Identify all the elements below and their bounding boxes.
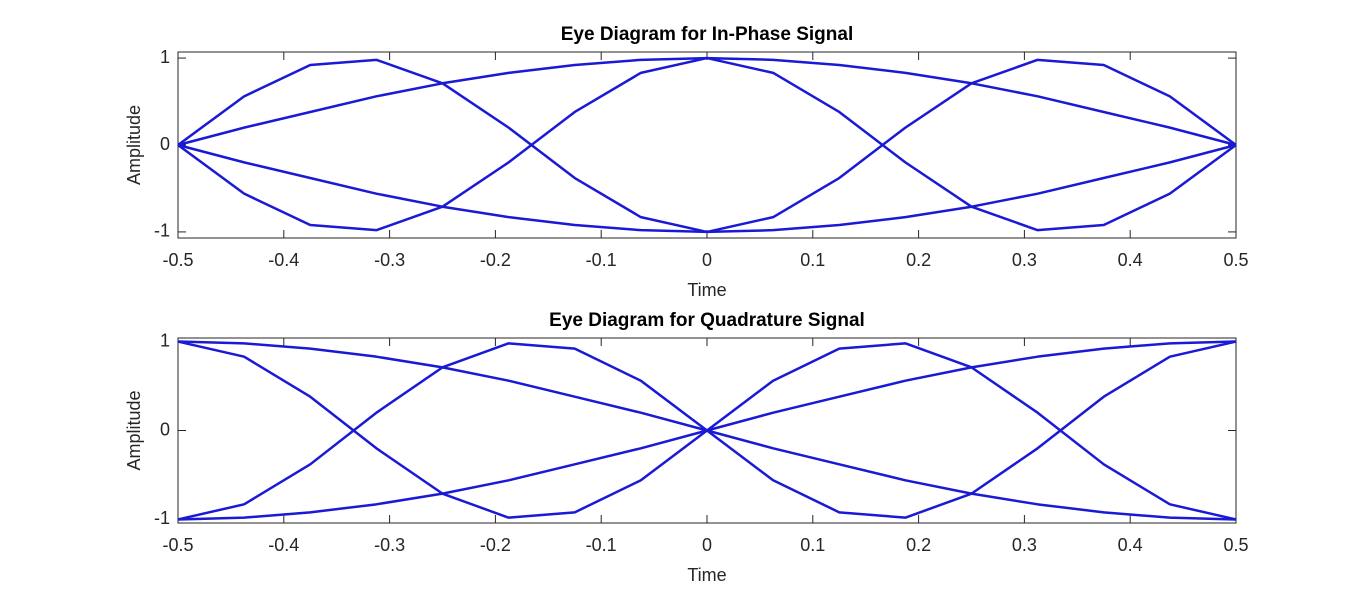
x-tick-label: 0 (702, 535, 712, 555)
y-tick-label: 1 (160, 330, 170, 350)
y-tick-label: -1 (154, 221, 170, 241)
x-tick-label: 0.5 (1223, 250, 1248, 270)
chart-title: Eye Diagram for In-Phase Signal (561, 24, 853, 45)
eye-trace (177, 143, 1237, 234)
x-tick-label: -0.4 (268, 250, 299, 270)
x-tick-label: -0.3 (374, 250, 405, 270)
y-tick-label: -1 (154, 508, 170, 528)
x-tick-label: -0.2 (480, 535, 511, 555)
subplot: Eye Diagram for In-Phase Signal Time Ampli… (124, 24, 1249, 300)
y-tick-label: 0 (160, 419, 170, 439)
y-tick-label: 0 (160, 134, 170, 154)
x-tick-label: -0.1 (586, 535, 617, 555)
x-tick-label: 0.5 (1223, 535, 1248, 555)
eye-trace (177, 56, 1237, 147)
x-axis-label: Time (687, 280, 726, 300)
x-tick-label: -0.3 (374, 535, 405, 555)
x-tick-label: -0.1 (586, 250, 617, 270)
x-tick-label: -0.5 (162, 250, 193, 270)
y-axis-label: Amplitude (124, 390, 144, 470)
y-tick-label: 1 (160, 47, 170, 67)
x-tick-label: 0.3 (1012, 250, 1037, 270)
x-tick-label: 0.4 (1118, 250, 1143, 270)
axes-box (177, 51, 1237, 239)
subplot: Eye Diagram for Quadrature Signal Time Amp… (124, 310, 1249, 585)
x-tick-label: 0.1 (800, 535, 825, 555)
x-tick-label: -0.4 (268, 535, 299, 555)
x-tick-label: 0.3 (1012, 535, 1037, 555)
x-tick-label: -0.5 (162, 535, 193, 555)
x-tick-label: -0.2 (480, 250, 511, 270)
x-tick-label: 0.2 (906, 250, 931, 270)
x-tick-label: 0.1 (800, 250, 825, 270)
y-axis-label: Amplitude (124, 105, 144, 185)
chart-title: Eye Diagram for Quadrature Signal (549, 310, 865, 331)
x-tick-label: 0 (702, 250, 712, 270)
x-axis-label: Time (687, 565, 726, 585)
eye-trace (177, 340, 1237, 521)
x-tick-label: 0.4 (1118, 535, 1143, 555)
x-tick-label: 0.2 (906, 535, 931, 555)
